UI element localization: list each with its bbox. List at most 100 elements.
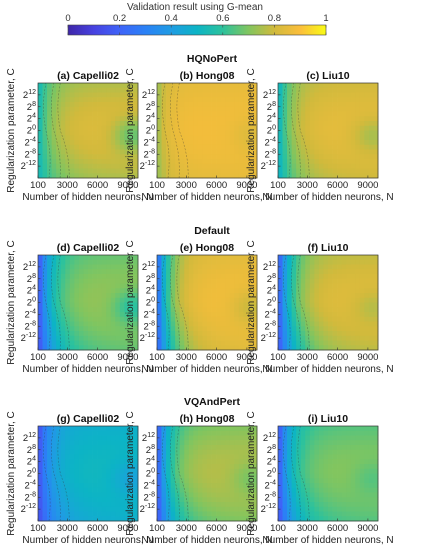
heatmap-cell: [282, 449, 288, 455]
heatmap-cell: [115, 97, 121, 103]
heatmap-cell: [296, 511, 302, 517]
colorbar-label: Validation result using G-mean: [127, 2, 263, 13]
heatmap-cell: [229, 92, 235, 98]
heatmap-cell: [332, 492, 338, 498]
heatmap-cell: [124, 449, 130, 455]
heatmap-cell: [220, 473, 226, 479]
heatmap-cell: [282, 516, 288, 522]
heatmap-cell: [346, 140, 352, 146]
heatmap-cell: [234, 345, 240, 351]
heatmap-cell: [323, 497, 329, 503]
heatmap-cell: [337, 312, 342, 318]
heatmap-cell: [359, 149, 365, 155]
heatmap-cell: [220, 144, 226, 150]
heatmap-cell: [56, 492, 62, 498]
heatmap-cell: [247, 445, 253, 451]
heatmap-cell: [282, 302, 288, 308]
heatmap-cells: [157, 83, 258, 179]
heatmap-cell: [97, 111, 102, 117]
heatmap-cell: [346, 154, 352, 160]
heatmap-cell: [229, 121, 235, 127]
heatmap-cell: [88, 454, 93, 460]
heatmap-cell: [74, 130, 80, 136]
heatmap-cell: [291, 264, 297, 270]
heatmap-cell: [106, 345, 112, 351]
heatmap-cell: [373, 430, 379, 436]
heatmap-cell: [296, 159, 302, 165]
heatmap-cell: [69, 440, 75, 446]
heatmap-cell: [296, 111, 302, 117]
heatmap-cell: [314, 487, 320, 493]
heatmap-cell: [305, 255, 311, 261]
heatmap-cell: [42, 255, 48, 261]
heatmap-cell: [350, 149, 356, 155]
heatmap-cell: [133, 473, 139, 479]
heatmap-cell: [88, 92, 93, 98]
heatmap-cell: [42, 506, 48, 512]
heatmap-cell: [83, 121, 89, 127]
heatmap-cell: [207, 297, 212, 303]
heatmap-cell: [350, 506, 356, 512]
heatmap-cell: [184, 259, 190, 265]
heatmap-cell: [328, 274, 333, 280]
heatmap-cell: [97, 264, 102, 270]
heatmap-cell: [202, 297, 208, 303]
heatmap-cell: [247, 430, 253, 436]
y-tick-label: 2-4: [24, 136, 36, 148]
heatmap-cell: [197, 168, 203, 174]
heatmap-cell: [74, 154, 80, 160]
heatmap-cell: [115, 297, 121, 303]
heatmap-cell: [282, 293, 288, 299]
heatmap-cell: [166, 483, 171, 489]
heatmap-cell: [359, 511, 365, 517]
heatmap-cell: [69, 278, 75, 284]
heatmap-cell: [216, 316, 221, 322]
heatmap-cell: [332, 278, 338, 284]
heatmap-cell: [211, 464, 217, 470]
heatmap-cell: [51, 435, 57, 441]
heatmap-cell: [225, 459, 231, 465]
heatmap-cell: [243, 473, 249, 479]
heatmap-cell: [97, 307, 102, 313]
heatmap-cell: [202, 435, 208, 441]
heatmap-cell: [188, 511, 194, 517]
heatmap-cell: [318, 274, 324, 280]
heatmap-cell: [128, 92, 134, 98]
heatmap-cell: [328, 140, 333, 146]
heatmap-cell: [318, 269, 324, 275]
heatmap-cell: [291, 92, 297, 98]
contour-line: [297, 254, 310, 351]
heatmap-cell: [106, 92, 112, 98]
heatmap-cell: [197, 487, 203, 493]
heatmap-cell: [278, 516, 283, 522]
heatmap-cell: [65, 288, 71, 294]
heatmap-cell: [314, 321, 320, 327]
heatmap-cell: [300, 269, 306, 275]
heatmap-cell: [101, 312, 107, 318]
heatmap-cell: [38, 468, 43, 474]
heatmap-cell: [56, 473, 62, 479]
heatmap-cell: [211, 440, 217, 446]
heatmap-cell: [243, 135, 249, 141]
heatmap-cell: [42, 516, 48, 522]
heatmap-cell: [115, 316, 121, 322]
heatmap-cell: [247, 435, 253, 441]
heatmap-cell: [42, 454, 48, 460]
heatmap-cell: [65, 116, 71, 122]
heatmap-cell: [211, 173, 217, 179]
heatmap-cell: [133, 316, 139, 322]
heatmap-cell: [368, 106, 374, 112]
heatmap-cell: [92, 135, 98, 141]
heatmap-cell: [300, 326, 306, 332]
heatmap-cell: [323, 297, 329, 303]
heatmap-cell: [78, 144, 84, 150]
heatmap-cell: [337, 464, 342, 470]
heatmap-cell: [133, 269, 139, 275]
heatmap-cell: [305, 87, 311, 93]
heatmap-cells: [157, 255, 258, 351]
heatmap-cell: [318, 340, 324, 346]
heatmap-cell: [323, 302, 329, 308]
heatmap-cell: [161, 459, 167, 465]
heatmap-cell: [350, 269, 356, 275]
heatmap-cell: [110, 159, 116, 165]
